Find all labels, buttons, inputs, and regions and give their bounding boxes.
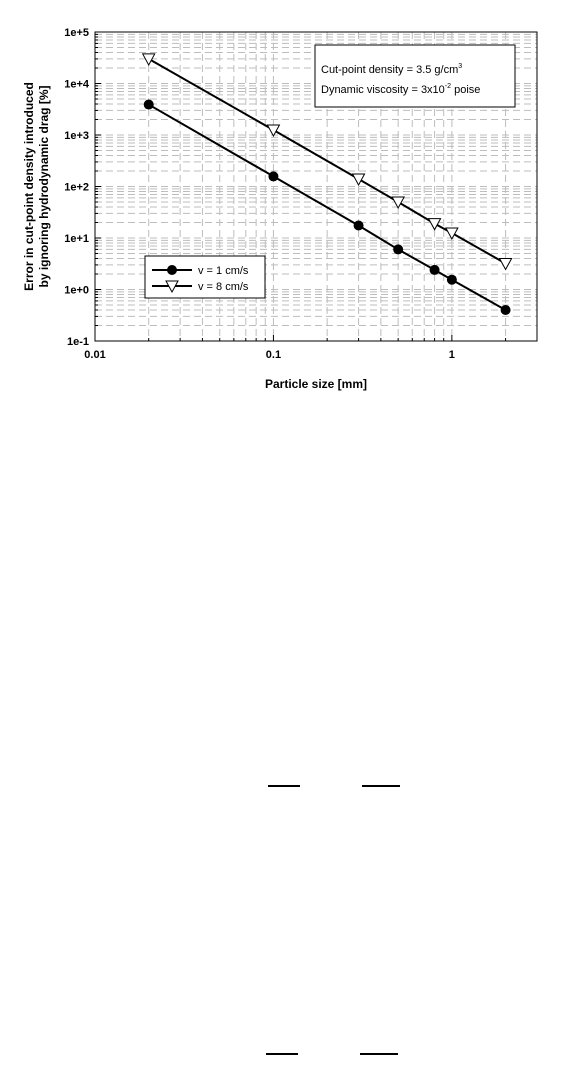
y-tick-label: 1e+1 (64, 233, 89, 245)
annotation-line-2-text: Dynamic viscosity = 3x10 (321, 84, 445, 96)
series-1-point (446, 274, 457, 285)
x-tick-label: 0.1 (266, 349, 281, 361)
y-tick-label: 1e-1 (67, 336, 89, 348)
x-axis-title: Particle size [mm] (265, 377, 367, 391)
annotation-line-2-sup: -2 (445, 83, 451, 90)
y-tick-label: 1e+4 (64, 79, 90, 91)
decorative-line (266, 1053, 298, 1055)
y-tick-label: 1e+2 (64, 182, 89, 194)
series-2-point (351, 173, 366, 187)
decorative-line (268, 785, 300, 787)
y-tick-label: 1e+3 (64, 130, 89, 142)
annotation-box: Cut-point density = 3.5 g/cm3 Dynamic vi… (314, 44, 516, 108)
annotation-line-1-text: Cut-point density = 3.5 g/cm (321, 64, 458, 76)
y-axis-title-line-1: Error in cut-point density introduced (22, 82, 36, 291)
y-tick-label: 1e+0 (64, 285, 89, 297)
series-2-point (445, 227, 459, 241)
series-2-point (266, 124, 281, 138)
series-2-point (427, 218, 442, 231)
chart: 0.01 0.1 1 1e-1 1e+0 1e+1 1e+2 1e+3 1e+4 1e+5 Par… (22, 27, 538, 391)
series-1-point (500, 304, 511, 315)
legend-marker-triangle (165, 280, 179, 294)
series-2-point (141, 53, 156, 66)
decorative-line (360, 1053, 398, 1055)
annotation-line-1-sup: 3 (458, 63, 462, 70)
x-tick-label: 1 (449, 349, 455, 361)
axis-ticks: 0.01 0.1 1 1e-1 1e+0 1e+1 1e+2 1e+3 1e+4 1e+5 (64, 27, 538, 361)
y-tick-label: 1e+5 (64, 27, 89, 39)
annotation-line-2-tail: poise (451, 84, 480, 96)
series-1-point (268, 171, 279, 182)
legend-label-series-2: v = 8 cm/s (198, 281, 249, 293)
annotation-line-2: Dynamic viscosity = 3x10-2 poise (321, 83, 480, 96)
annotation-line-1: Cut-point density = 3.5 g/cm3 (321, 63, 462, 76)
series-1-point (393, 244, 404, 255)
series-1-point (429, 264, 440, 275)
y-axis-title-line-2: by ignoring hydrodynamic drag [%] (37, 85, 51, 287)
series-2-point (391, 196, 405, 210)
x-tick-label: 0.01 (84, 349, 105, 361)
series-1-point (143, 99, 154, 110)
decorative-line (362, 785, 400, 787)
legend-label-series-1: v = 1 cm/s (198, 265, 249, 277)
legend-marker-circle (167, 265, 177, 275)
legend: v = 1 cm/s v = 8 cm/s (144, 255, 266, 299)
series-1-point (353, 220, 364, 231)
series-layer (141, 53, 513, 315)
series-2-point (498, 257, 513, 271)
